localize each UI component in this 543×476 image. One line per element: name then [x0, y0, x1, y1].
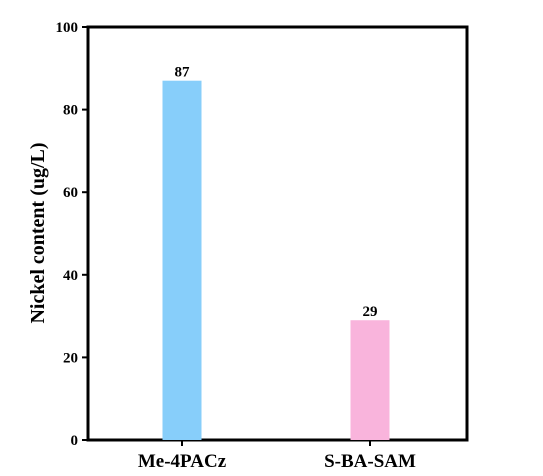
y-axis-label: Nickel content (ug/L) — [27, 142, 49, 323]
y-axis: 0 20 40 60 80 100 — [56, 20, 89, 449]
bar — [351, 320, 390, 440]
bar — [163, 81, 202, 440]
x-tick-label: Me-4PACz — [138, 451, 227, 472]
plot-frame — [88, 27, 467, 440]
data-label: 29 — [363, 304, 378, 320]
x-axis: Me-4PACz S-BA-SAM — [138, 440, 416, 472]
y-tick-label: 0 — [71, 433, 79, 449]
y-tick-label: 60 — [63, 185, 78, 201]
y-tick-label: 80 — [63, 103, 78, 119]
x-tick-label: S-BA-SAM — [324, 451, 416, 472]
y-tick-label: 100 — [56, 20, 79, 36]
y-tick-label: 40 — [63, 268, 78, 284]
data-label: 87 — [175, 65, 191, 81]
bar-series: 87 29 — [163, 65, 390, 440]
y-tick-label: 20 — [63, 350, 78, 366]
